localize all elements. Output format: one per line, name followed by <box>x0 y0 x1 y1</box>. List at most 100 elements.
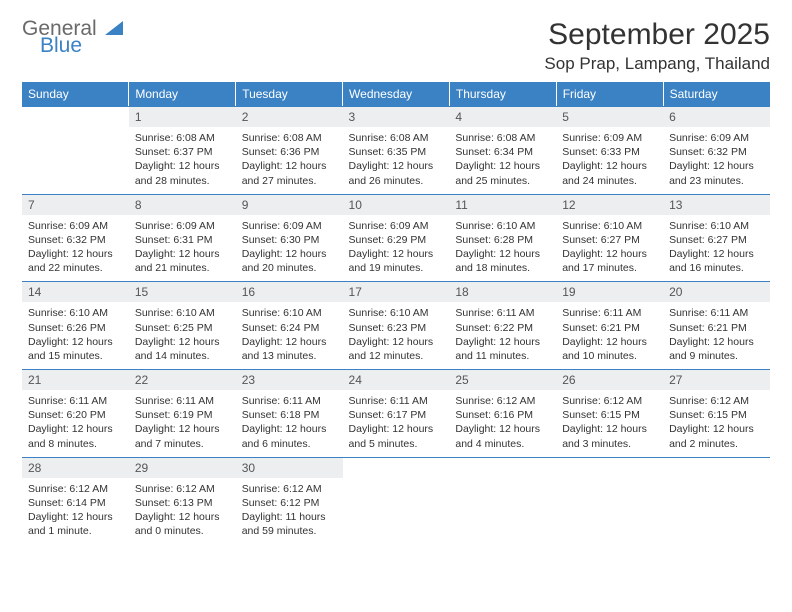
day-detail-line: Daylight: 12 hours <box>455 159 550 173</box>
day-detail-line: Daylight: 12 hours <box>28 510 123 524</box>
day-detail-line: and 19 minutes. <box>349 261 444 275</box>
calendar-cell: 16Sunrise: 6:10 AMSunset: 6:24 PMDayligh… <box>236 281 343 369</box>
calendar-cell <box>556 457 663 545</box>
day-detail: Sunrise: 6:12 AMSunset: 6:15 PMDaylight:… <box>663 390 770 457</box>
day-detail-line: Sunset: 6:32 PM <box>669 145 764 159</box>
day-detail-line: Daylight: 12 hours <box>242 335 337 349</box>
day-detail-line: and 16 minutes. <box>669 261 764 275</box>
day-number: 27 <box>663 369 770 390</box>
day-detail: Sunrise: 6:09 AMSunset: 6:29 PMDaylight:… <box>343 215 450 282</box>
day-detail-line: Sunset: 6:27 PM <box>562 233 657 247</box>
day-detail: Sunrise: 6:11 AMSunset: 6:19 PMDaylight:… <box>129 390 236 457</box>
day-detail-line: Daylight: 12 hours <box>562 422 657 436</box>
day-number: 18 <box>449 281 556 302</box>
day-detail: Sunrise: 6:09 AMSunset: 6:30 PMDaylight:… <box>236 215 343 282</box>
day-detail-line: Sunset: 6:14 PM <box>28 496 123 510</box>
day-detail-line: Sunrise: 6:10 AM <box>28 306 123 320</box>
calendar-week-row: 14Sunrise: 6:10 AMSunset: 6:26 PMDayligh… <box>22 281 770 369</box>
day-detail-line: Daylight: 12 hours <box>349 335 444 349</box>
day-detail-line: Daylight: 12 hours <box>135 247 230 261</box>
day-detail-line: and 6 minutes. <box>242 437 337 451</box>
day-number <box>343 457 450 477</box>
day-detail-line: Daylight: 12 hours <box>242 159 337 173</box>
day-detail: Sunrise: 6:09 AMSunset: 6:32 PMDaylight:… <box>663 127 770 194</box>
calendar-cell: 2Sunrise: 6:08 AMSunset: 6:36 PMDaylight… <box>236 106 343 194</box>
weekday-header: Saturday <box>663 82 770 106</box>
day-detail-line: and 27 minutes. <box>242 174 337 188</box>
day-detail: Sunrise: 6:12 AMSunset: 6:12 PMDaylight:… <box>236 478 343 545</box>
day-detail: Sunrise: 6:11 AMSunset: 6:21 PMDaylight:… <box>663 302 770 369</box>
day-detail-line: Sunrise: 6:11 AM <box>135 394 230 408</box>
day-detail-line: and 9 minutes. <box>669 349 764 363</box>
day-detail: Sunrise: 6:12 AMSunset: 6:15 PMDaylight:… <box>556 390 663 457</box>
day-detail: Sunrise: 6:10 AMSunset: 6:26 PMDaylight:… <box>22 302 129 369</box>
day-detail-line: Daylight: 12 hours <box>28 422 123 436</box>
day-detail-line: Sunrise: 6:09 AM <box>242 219 337 233</box>
day-number: 22 <box>129 369 236 390</box>
day-detail-line: Sunset: 6:35 PM <box>349 145 444 159</box>
day-detail-line: Sunset: 6:28 PM <box>455 233 550 247</box>
calendar-cell: 1Sunrise: 6:08 AMSunset: 6:37 PMDaylight… <box>129 106 236 194</box>
day-detail: Sunrise: 6:10 AMSunset: 6:28 PMDaylight:… <box>449 215 556 282</box>
day-detail-line: Sunset: 6:33 PM <box>562 145 657 159</box>
day-number: 8 <box>129 194 236 215</box>
day-number: 11 <box>449 194 556 215</box>
day-number: 23 <box>236 369 343 390</box>
day-detail-line: and 0 minutes. <box>135 524 230 538</box>
header: General Blue September 2025 Sop Prap, La… <box>22 18 770 74</box>
calendar-cell: 12Sunrise: 6:10 AMSunset: 6:27 PMDayligh… <box>556 194 663 282</box>
day-number: 25 <box>449 369 556 390</box>
day-detail: Sunrise: 6:10 AMSunset: 6:25 PMDaylight:… <box>129 302 236 369</box>
day-detail-line: Sunset: 6:29 PM <box>349 233 444 247</box>
day-number: 21 <box>22 369 129 390</box>
day-detail: Sunrise: 6:11 AMSunset: 6:21 PMDaylight:… <box>556 302 663 369</box>
calendar-table: SundayMondayTuesdayWednesdayThursdayFrid… <box>22 82 770 544</box>
day-detail-line: and 3 minutes. <box>562 437 657 451</box>
day-detail-line: Sunrise: 6:12 AM <box>28 482 123 496</box>
day-detail-line: Sunrise: 6:08 AM <box>349 131 444 145</box>
day-detail-line: and 28 minutes. <box>135 174 230 188</box>
day-detail-line: Sunset: 6:16 PM <box>455 408 550 422</box>
calendar-cell <box>663 457 770 545</box>
day-detail-line: Daylight: 12 hours <box>669 335 764 349</box>
day-detail-line: Sunrise: 6:10 AM <box>242 306 337 320</box>
logo: General Blue <box>22 18 123 56</box>
day-detail-line: and 23 minutes. <box>669 174 764 188</box>
calendar-cell <box>343 457 450 545</box>
day-detail-line: Sunrise: 6:08 AM <box>242 131 337 145</box>
calendar-cell: 20Sunrise: 6:11 AMSunset: 6:21 PMDayligh… <box>663 281 770 369</box>
day-detail-line: Daylight: 12 hours <box>28 247 123 261</box>
day-number: 17 <box>343 281 450 302</box>
calendar-cell: 24Sunrise: 6:11 AMSunset: 6:17 PMDayligh… <box>343 369 450 457</box>
calendar-cell <box>449 457 556 545</box>
day-detail-line: Daylight: 12 hours <box>349 159 444 173</box>
day-detail-line: Daylight: 12 hours <box>669 159 764 173</box>
calendar-cell: 26Sunrise: 6:12 AMSunset: 6:15 PMDayligh… <box>556 369 663 457</box>
day-detail: Sunrise: 6:09 AMSunset: 6:31 PMDaylight:… <box>129 215 236 282</box>
day-detail-line: and 15 minutes. <box>28 349 123 363</box>
day-detail-line: Daylight: 12 hours <box>135 335 230 349</box>
day-detail-line: and 13 minutes. <box>242 349 337 363</box>
day-detail-line: Sunrise: 6:11 AM <box>669 306 764 320</box>
day-detail: Sunrise: 6:12 AMSunset: 6:16 PMDaylight:… <box>449 390 556 457</box>
day-detail: Sunrise: 6:10 AMSunset: 6:27 PMDaylight:… <box>663 215 770 282</box>
day-detail-line: and 24 minutes. <box>562 174 657 188</box>
day-detail-line: Sunset: 6:15 PM <box>562 408 657 422</box>
day-number <box>663 457 770 477</box>
day-number <box>22 106 129 126</box>
calendar-cell <box>22 106 129 194</box>
calendar-week-row: 21Sunrise: 6:11 AMSunset: 6:20 PMDayligh… <box>22 369 770 457</box>
day-detail-line: and 21 minutes. <box>135 261 230 275</box>
calendar-cell: 7Sunrise: 6:09 AMSunset: 6:32 PMDaylight… <box>22 194 129 282</box>
day-number: 2 <box>236 106 343 127</box>
day-detail-line: Daylight: 12 hours <box>562 335 657 349</box>
calendar-cell: 21Sunrise: 6:11 AMSunset: 6:20 PMDayligh… <box>22 369 129 457</box>
day-detail-line: Sunrise: 6:09 AM <box>28 219 123 233</box>
day-detail-line: Sunset: 6:15 PM <box>669 408 764 422</box>
day-detail: Sunrise: 6:08 AMSunset: 6:34 PMDaylight:… <box>449 127 556 194</box>
day-detail-line: Sunrise: 6:12 AM <box>242 482 337 496</box>
day-detail-line: Sunset: 6:31 PM <box>135 233 230 247</box>
day-detail-line: Sunset: 6:21 PM <box>669 321 764 335</box>
day-detail-line: Sunrise: 6:10 AM <box>455 219 550 233</box>
day-detail-line: and 11 minutes. <box>455 349 550 363</box>
